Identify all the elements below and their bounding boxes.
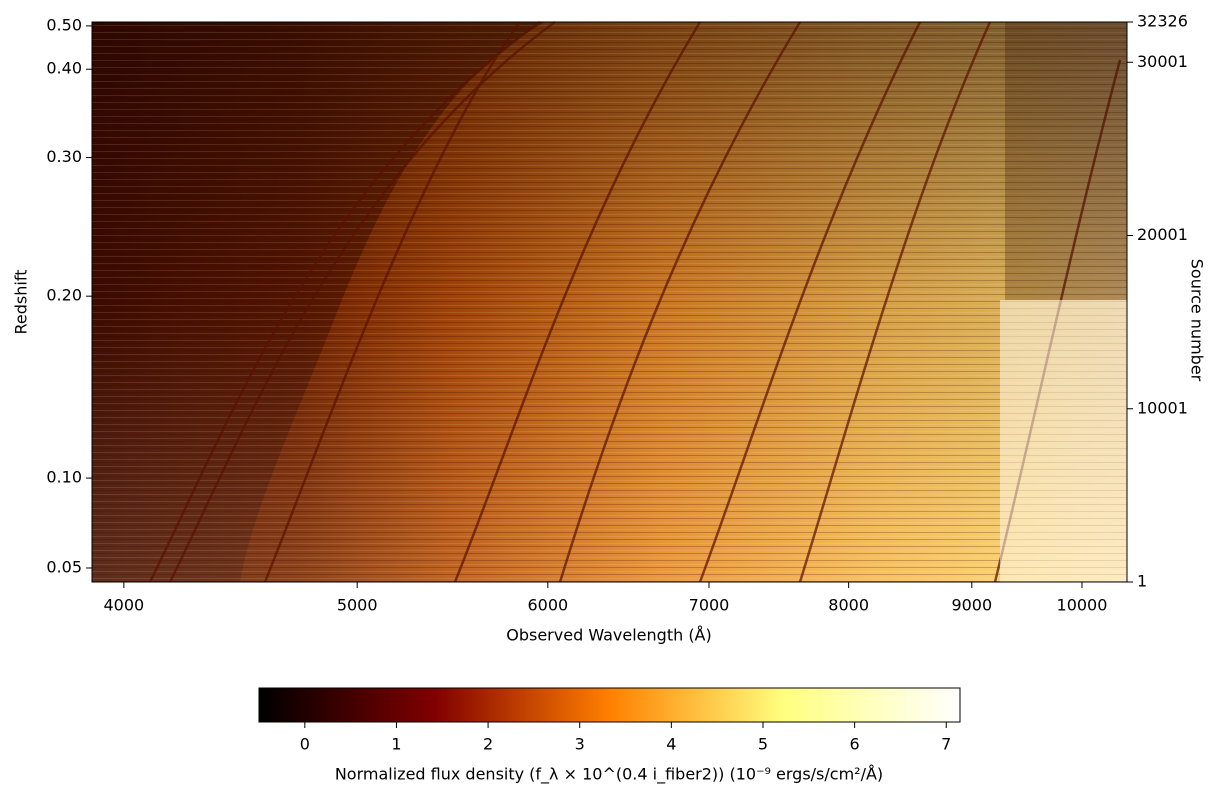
x-tick-label: 4000: [103, 596, 144, 615]
colorbar-tick-label: 1: [391, 735, 401, 754]
y2-tick-label: 10001: [1137, 398, 1188, 417]
colorbar-tick-label: 7: [941, 735, 951, 754]
x-tick-label: 7000: [689, 596, 730, 615]
y2-axis-label: Source number: [1188, 259, 1207, 382]
y2-tick-label: 32326: [1137, 12, 1188, 31]
colorbar-tick-label: 0: [300, 735, 310, 754]
plot-frame: [91, 21, 1128, 583]
y-tick-label: 0.05: [46, 557, 82, 576]
colorbar-tick-label: 4: [666, 735, 676, 754]
colorbar-label: Normalized flux density (f_λ × 10^(0.4 i…: [335, 765, 883, 785]
y2-tick-label: 20001: [1137, 225, 1188, 244]
colorbar-tick-label: 2: [483, 735, 493, 754]
colorbar-tick-label: 6: [850, 735, 860, 754]
x-tick-label: 6000: [527, 596, 568, 615]
x-tick-label: 5000: [337, 596, 378, 615]
y-tick-label: 0.10: [46, 468, 82, 487]
y2-tick-label: 30001: [1137, 52, 1188, 71]
colorbar-tick-label: 5: [758, 735, 768, 754]
x-axis-label: Observed Wavelength (Å): [506, 626, 712, 645]
y2-tick-label: 1: [1137, 572, 1147, 591]
y-axis-label: Redshift: [12, 270, 31, 335]
x-tick-label: 9000: [951, 596, 992, 615]
colorbar-tick-label: 3: [575, 735, 585, 754]
y-tick-label: 0.30: [46, 147, 82, 166]
y-tick-label: 0.50: [46, 15, 82, 34]
x-tick-label: 8000: [828, 596, 869, 615]
x-tick-label: 10000: [1057, 596, 1108, 615]
heatmap-image: [92, 20, 1127, 583]
y-tick-label: 0.20: [46, 286, 82, 305]
colorbar: [258, 687, 961, 723]
y-tick-label: 0.40: [46, 59, 82, 78]
